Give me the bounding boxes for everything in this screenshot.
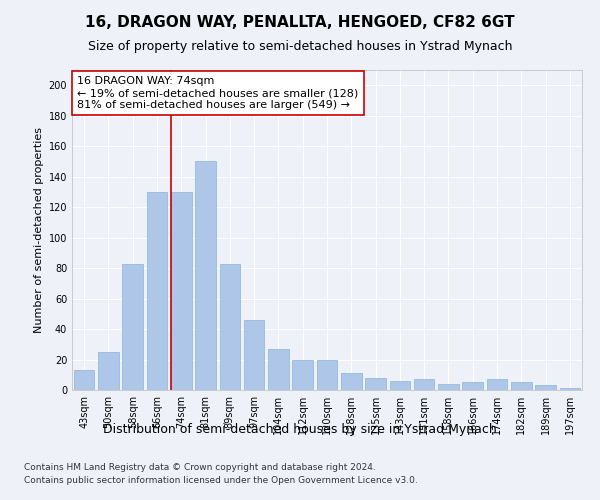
Bar (317, 360, 337, 390)
Bar (365, 378, 386, 390)
Text: Size of property relative to semi-detached houses in Ystrad Mynach: Size of property relative to semi-detach… (88, 40, 512, 53)
Text: 16 DRAGON WAY: 74sqm
← 19% of semi-detached houses are smaller (128)
81% of semi: 16 DRAGON WAY: 74sqm ← 19% of semi-detac… (77, 76, 358, 110)
Bar (268, 349, 289, 390)
Bar (389, 381, 410, 390)
Bar (292, 360, 313, 390)
Bar (171, 192, 191, 390)
Y-axis label: Number of semi-detached properties: Number of semi-detached properties (34, 127, 44, 333)
Bar (438, 384, 459, 390)
Bar (195, 162, 216, 390)
Bar (414, 380, 434, 390)
Bar (560, 388, 580, 390)
Text: Contains public sector information licensed under the Open Government Licence v3: Contains public sector information licen… (24, 476, 418, 485)
Bar (98, 352, 119, 390)
Bar (487, 380, 508, 390)
Text: Distribution of semi-detached houses by size in Ystrad Mynach: Distribution of semi-detached houses by … (103, 422, 497, 436)
Bar (511, 382, 532, 390)
Text: 16, DRAGON WAY, PENALLTA, HENGOED, CF82 6GT: 16, DRAGON WAY, PENALLTA, HENGOED, CF82 … (85, 15, 515, 30)
Bar (535, 386, 556, 390)
Bar (220, 264, 240, 390)
Bar (244, 320, 265, 390)
Bar (463, 382, 483, 390)
Bar (74, 370, 94, 390)
Bar (122, 264, 143, 390)
Bar (146, 192, 167, 390)
Text: Contains HM Land Registry data © Crown copyright and database right 2024.: Contains HM Land Registry data © Crown c… (24, 462, 376, 471)
Bar (341, 373, 362, 390)
